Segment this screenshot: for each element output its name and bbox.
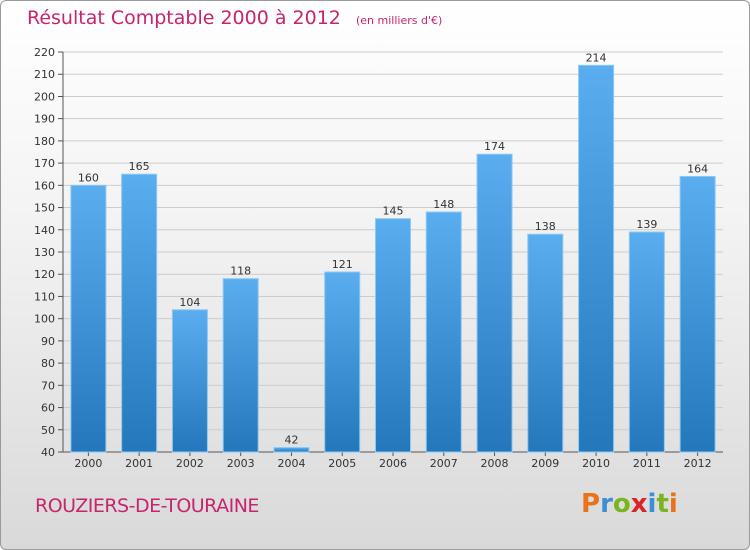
x-tick-label-2002: 2002: [176, 457, 204, 470]
y-tick-label: 190: [34, 113, 55, 126]
y-tick-label: 50: [41, 424, 55, 437]
bars: [70, 64, 716, 453]
x-tick-label-2008: 2008: [481, 457, 509, 470]
y-tick-label: 180: [34, 135, 55, 148]
y-tick-label: 160: [34, 179, 55, 192]
y-tick-label: 120: [34, 268, 55, 281]
data-label-2005: 121: [332, 258, 353, 271]
bar-2001[interactable]: [121, 173, 158, 453]
data-label-2012: 164: [687, 162, 708, 175]
bar-2008[interactable]: [476, 153, 513, 453]
y-tick-label: 200: [34, 90, 55, 103]
logo-letter: x: [630, 489, 648, 519]
proxiti-logo[interactable]: Proxiti: [581, 489, 678, 519]
logo-letter: P: [581, 489, 601, 519]
bar-2007[interactable]: [425, 211, 462, 453]
chart-subtitle: (en milliers d'€): [355, 14, 443, 27]
data-label-2001: 165: [129, 160, 150, 173]
data-label-2006: 145: [383, 205, 404, 218]
bar-2003[interactable]: [222, 278, 259, 453]
bar-2002[interactable]: [171, 309, 208, 453]
data-label-2008: 174: [484, 140, 505, 153]
bar-2011[interactable]: [628, 231, 665, 453]
y-tick-label: 210: [34, 68, 55, 81]
x-tick-label-2007: 2007: [430, 457, 458, 470]
commune-name: ROUZIERS-DE-TOURAINE: [35, 495, 259, 517]
data-label-2011: 139: [636, 218, 657, 231]
logo-letter: t: [656, 489, 669, 519]
x-tick-label-2010: 2010: [582, 457, 610, 470]
y-tick-label: 140: [34, 224, 55, 237]
bar-2012[interactable]: [679, 175, 716, 453]
y-tick-label: 150: [34, 202, 55, 215]
y-tick-label: 40: [41, 446, 55, 459]
x-tick-label-2004: 2004: [277, 457, 305, 470]
x-tick-label-2012: 2012: [684, 457, 712, 470]
x-tick-label-2006: 2006: [379, 457, 407, 470]
bar-2009[interactable]: [527, 233, 564, 453]
x-tick-label-2011: 2011: [633, 457, 661, 470]
y-tick-label: 110: [34, 290, 55, 303]
data-label-2000: 160: [78, 171, 99, 184]
chart-title: Résultat Comptable 2000 à 2012: [27, 7, 341, 29]
data-label-2002: 104: [179, 296, 200, 309]
bar-2000[interactable]: [70, 184, 107, 453]
y-tick-label: 220: [34, 46, 55, 59]
logo-letter: i: [668, 489, 678, 519]
x-tick-label-2003: 2003: [227, 457, 255, 470]
y-tick-label: 170: [34, 157, 55, 170]
bar-2004[interactable]: [273, 447, 310, 453]
y-tick-label: 100: [34, 313, 55, 326]
y-tick-label: 90: [41, 335, 55, 348]
data-label-2010: 214: [586, 51, 607, 64]
data-labels: 160 165 104 118 42 121 145 148 174 138 214 139 164: [78, 51, 708, 446]
bar-2005[interactable]: [324, 271, 361, 453]
logo-letter: r: [600, 489, 613, 519]
x-tick-label-2001: 2001: [125, 457, 153, 470]
x-tick-label-2000: 2000: [74, 457, 102, 470]
y-tick-label: 130: [34, 246, 55, 259]
data-label-2003: 118: [230, 265, 251, 278]
logo-letter: o: [612, 489, 631, 519]
logo-letter: i: [647, 489, 657, 519]
x-tick-label-2005: 2005: [328, 457, 356, 470]
bar-2010[interactable]: [578, 64, 615, 453]
data-label-2007: 148: [433, 198, 454, 211]
title-row: Résultat Comptable 2000 à 2012 (en milli…: [27, 7, 442, 29]
y-tick-label: 70: [41, 379, 55, 392]
y-tick-label: 80: [41, 357, 55, 370]
bar-2006[interactable]: [375, 218, 411, 453]
x-tick-label-2009: 2009: [531, 457, 559, 470]
y-tick-label: 60: [41, 402, 55, 415]
data-label-2004: 42: [284, 434, 298, 447]
data-label-2009: 138: [535, 220, 556, 233]
